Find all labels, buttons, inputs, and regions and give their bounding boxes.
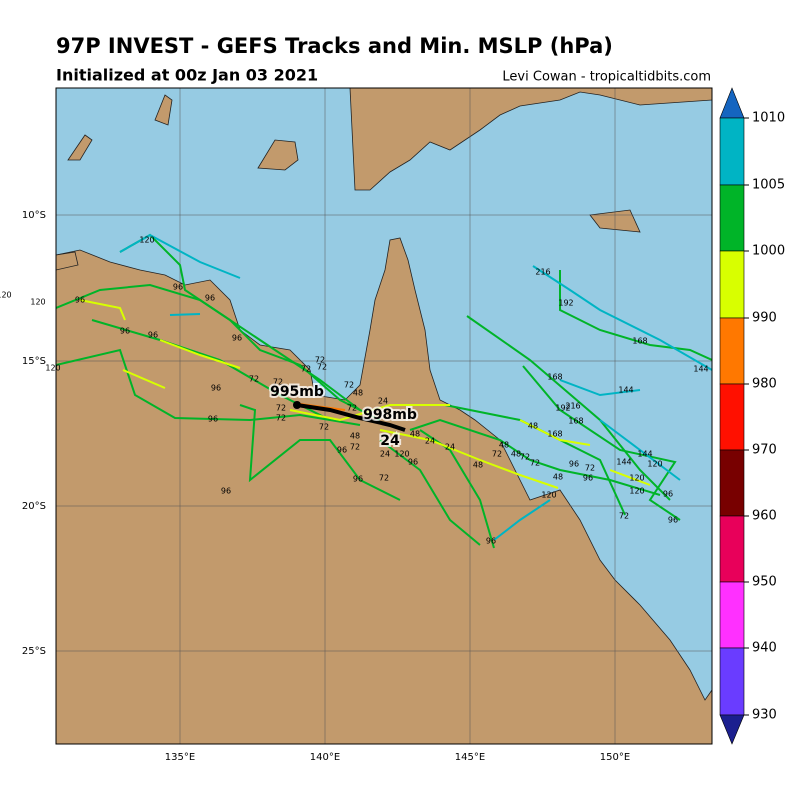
track-label: 120: [0, 291, 12, 300]
track-label: 72: [249, 375, 259, 384]
lon-label: 140°E: [310, 752, 340, 763]
colorbar-label: 950: [752, 575, 777, 590]
title: 97P INVEST - GEFS Tracks and Min. MSLP (…: [56, 34, 613, 58]
track-label: 96: [75, 296, 85, 305]
track-label: 96: [148, 331, 158, 340]
track-label: 72: [317, 363, 327, 372]
track-label: 216: [565, 402, 580, 411]
track-label: 72: [520, 453, 530, 462]
track-label: 96: [232, 334, 242, 343]
annotation: 24: [380, 433, 400, 449]
track-label: 96: [211, 384, 221, 393]
track-label: 72: [301, 365, 311, 374]
track-label: 24: [380, 450, 390, 459]
lat-label: 10°S: [22, 210, 46, 221]
track-label: 168: [547, 373, 562, 382]
track-label: 72: [585, 464, 595, 473]
track-label: 72: [379, 474, 389, 483]
colorbar-label: 990: [752, 311, 777, 326]
colorbar-label: 980: [752, 377, 777, 392]
colorbar-label: 1010: [752, 111, 785, 126]
track-label: 72: [350, 443, 360, 452]
frame: [55, 87, 713, 745]
credit: Levi Cowan - tropicaltidbits.com: [502, 70, 711, 85]
track-label: 72: [347, 404, 357, 413]
track-label: 144: [693, 365, 708, 374]
track-label: 24: [445, 443, 455, 452]
track-label: 48: [511, 450, 521, 459]
track-label: 120: [45, 364, 60, 373]
track-label: 192: [555, 404, 570, 413]
track-label: 120: [30, 298, 45, 307]
track-label: 96: [668, 516, 678, 525]
track-label: 48: [410, 430, 420, 439]
colorbar-label: 940: [752, 641, 777, 656]
track-label: 72: [492, 450, 502, 459]
track-label: 24: [425, 437, 435, 446]
track-label: 96: [353, 475, 363, 484]
colorbar-label: 930: [752, 708, 777, 723]
track-label: 72: [530, 459, 540, 468]
track-label: 144: [616, 458, 631, 467]
track-label: 96: [663, 490, 673, 499]
subtitle: Initialized at 00z Jan 03 2021: [56, 66, 318, 85]
track-label: 168: [547, 430, 562, 439]
track-label: 72: [273, 378, 283, 387]
colorbar-label: 970: [752, 443, 777, 458]
track-label: 72: [319, 423, 329, 432]
annotation: 995mb: [270, 384, 324, 400]
track-label: 168: [632, 337, 647, 346]
track-label: 72: [276, 414, 286, 423]
track-label: 72: [344, 381, 354, 390]
lon-label: 150°E: [600, 752, 630, 763]
track-label: 120: [647, 460, 662, 469]
lat-label: 25°S: [22, 646, 46, 657]
annotation: 998mb: [363, 407, 417, 423]
track-label: 144: [618, 386, 633, 395]
lon-label: 145°E: [455, 752, 485, 763]
track-label: 72: [619, 512, 629, 521]
track-label: 96: [486, 537, 496, 546]
track-label: 48: [353, 389, 363, 398]
track-label: 144: [637, 450, 652, 459]
track-label: 120: [139, 236, 154, 245]
track-label: 96: [120, 327, 130, 336]
lat-label: 20°S: [22, 501, 46, 512]
track-label: 96: [173, 283, 183, 292]
grid: [56, 88, 712, 744]
colorbar-label: 960: [752, 509, 777, 524]
track-label: 120: [629, 487, 644, 496]
track-label: 72: [276, 404, 286, 413]
track-label: 96: [205, 294, 215, 303]
track-label: 48: [499, 441, 509, 450]
track-label: 216: [535, 268, 550, 277]
colorbar-label: 1005: [752, 178, 785, 193]
track-label: 120: [394, 450, 409, 459]
track-label: 48: [528, 422, 538, 431]
track-label: 24: [378, 397, 388, 406]
track-label: 48: [553, 473, 563, 482]
track-label: 120: [629, 474, 644, 483]
track-label: 120: [541, 491, 556, 500]
track-label: 72: [315, 356, 325, 365]
track-label: 96: [221, 487, 231, 496]
center-dot: [293, 401, 301, 409]
track-label: 96: [408, 458, 418, 467]
lat-label: 15°S: [22, 356, 46, 367]
colorbar: [719, 87, 745, 745]
track-label: 96: [208, 415, 218, 424]
track-label: 96: [569, 460, 579, 469]
track-label: 96: [583, 474, 593, 483]
colorbar-label: 1000: [752, 244, 785, 259]
track-label: 96: [337, 446, 347, 455]
tracks: [56, 233, 712, 549]
track-labels: 1209696961201209696961209672729672727272…: [0, 236, 709, 546]
track-label: 168: [568, 417, 583, 426]
track-label: 192: [558, 299, 573, 308]
track-label: 48: [350, 432, 360, 441]
track-label: 48: [473, 461, 483, 470]
lon-label: 135°E: [165, 752, 195, 763]
